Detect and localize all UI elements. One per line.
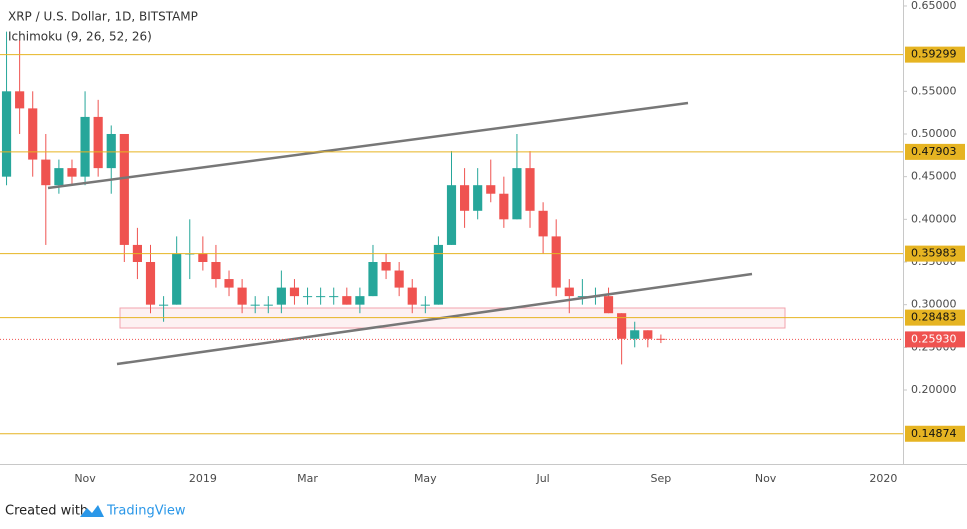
- candle-body: [564, 287, 574, 297]
- lower-trend-line: [116, 272, 753, 366]
- candle-body: [316, 296, 326, 298]
- candle-body: [41, 159, 51, 186]
- candle-body: [446, 185, 457, 245]
- candle-body: [276, 287, 286, 305]
- candle-body: [381, 261, 391, 271]
- x-tick-label: Nov: [755, 472, 777, 485]
- candle-body: [577, 296, 587, 298]
- footer-brand[interactable]: TradingView: [106, 504, 186, 519]
- candle-body: [473, 185, 483, 211]
- level-label: 0.47903: [911, 145, 957, 158]
- candle-body: [512, 168, 522, 220]
- candle-body: [643, 330, 653, 339]
- candle-body: [289, 287, 300, 297]
- candle-body: [551, 236, 561, 288]
- candle-body: [407, 287, 417, 305]
- level-label-box: [905, 143, 965, 160]
- last-price-label: 0.25930: [911, 332, 957, 345]
- x-tick-label: Sep: [651, 472, 672, 485]
- y-tick-label: 0.30000: [911, 298, 957, 311]
- last-price-box: [905, 331, 965, 348]
- candle-body: [460, 185, 470, 211]
- candle-body: [538, 210, 548, 237]
- level-label-box: [905, 425, 965, 442]
- candle-body: [119, 133, 129, 245]
- x-tick-label: 2020: [869, 472, 897, 485]
- candle-body: [80, 116, 90, 177]
- candle-body: [394, 270, 404, 288]
- candle-body: [15, 91, 25, 109]
- upper-trend-line: [47, 101, 689, 190]
- level-label-box: [905, 309, 965, 326]
- candle-body: [617, 313, 627, 339]
- candle-body: [263, 304, 273, 306]
- candle-body: [145, 261, 156, 305]
- candle-body: [28, 108, 38, 160]
- candle-body: [67, 168, 77, 177]
- brand-logo: [80, 505, 104, 517]
- candle-body: [211, 261, 221, 280]
- indicator-label: Ichimoku (9, 26, 52, 26): [8, 30, 152, 44]
- candle-body: [1, 91, 12, 177]
- candle-body: [525, 168, 535, 211]
- candle-body: [486, 185, 496, 194]
- candle-body: [420, 304, 430, 306]
- chart-title: XRP / U.S. Dollar, 1D, BITSTAMP: [8, 10, 198, 24]
- x-tick-label: May: [414, 472, 437, 485]
- level-label: 0.35983: [911, 247, 957, 260]
- candle-body: [237, 287, 247, 305]
- candle-body: [224, 279, 234, 288]
- y-tick-label: 0.20000: [911, 383, 957, 396]
- x-tick-label: Jul: [535, 472, 549, 485]
- footer-text: Created with: [5, 504, 88, 519]
- candle-body: [368, 261, 378, 297]
- candle-body: [172, 253, 182, 305]
- candle-body: [250, 304, 260, 306]
- candle-body: [106, 133, 116, 169]
- y-tick-label: 0.65000: [911, 0, 957, 12]
- candle-body: [54, 168, 64, 186]
- level-label-box: [905, 46, 965, 63]
- y-tick-label: 0.45000: [911, 170, 957, 183]
- y-tick-label: 0.40000: [911, 212, 957, 225]
- candles: [1, 31, 666, 365]
- candle-body: [355, 296, 365, 305]
- candle-body: [159, 304, 169, 306]
- candle-body: [302, 296, 313, 298]
- candle-body: [93, 116, 103, 169]
- y-tick-label: 0.55000: [911, 84, 957, 97]
- candle-body: [342, 296, 352, 305]
- level-label-box: [905, 245, 965, 262]
- candle-body: [499, 193, 509, 220]
- candle-body: [433, 244, 443, 305]
- x-tick-label: Mar: [297, 472, 318, 485]
- y-tick-label: 0.50000: [911, 127, 957, 140]
- candle-body: [329, 296, 339, 298]
- x-tick-label: 2019: [189, 472, 217, 485]
- candle-body: [198, 253, 208, 262]
- level-label: 0.28483: [911, 311, 957, 324]
- level-label: 0.59299: [911, 48, 957, 61]
- candle-body: [603, 296, 614, 314]
- candle-body: [630, 330, 640, 339]
- level-label: 0.14874: [911, 427, 957, 440]
- x-tick-label: Nov: [74, 472, 96, 485]
